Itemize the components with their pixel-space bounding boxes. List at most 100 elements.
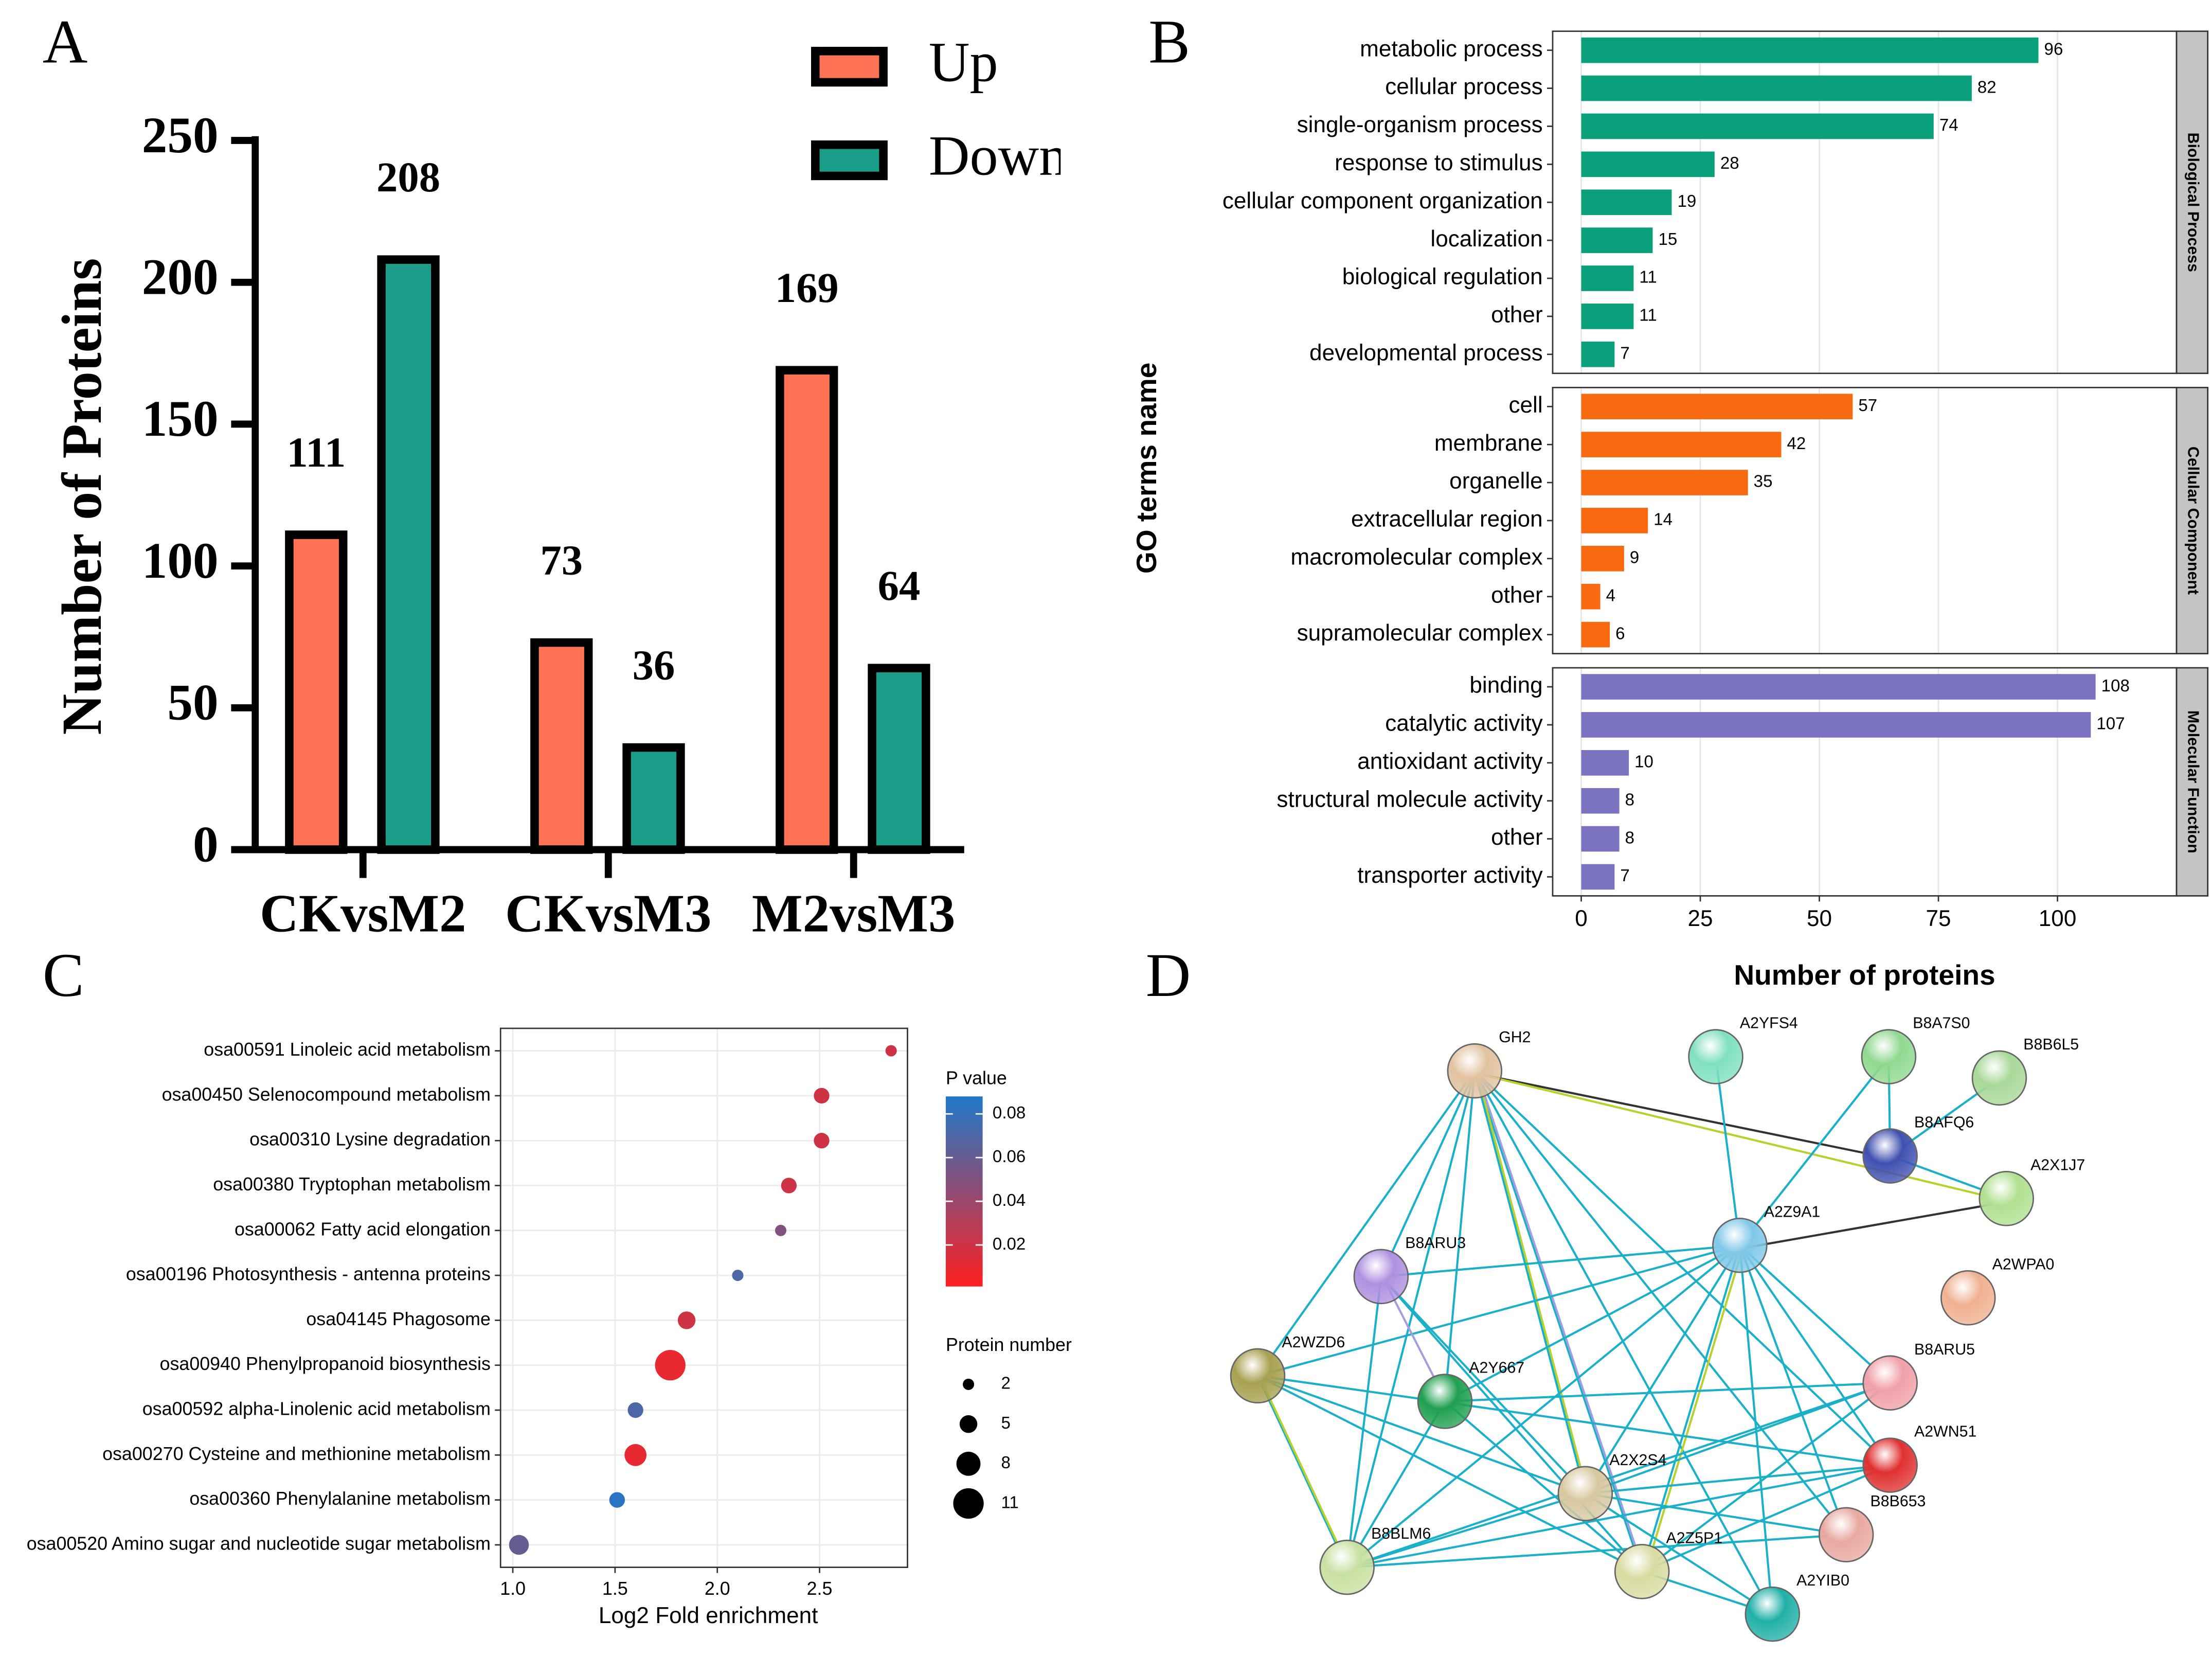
y-tick-label: osa00592 alpha-Linolenic acid metabolism [142,1399,491,1419]
value-label: 15 [1658,230,1677,249]
edge [1585,1382,1891,1495]
value-label: 4 [1606,586,1615,605]
edge [1738,1245,1847,1535]
bar [1581,712,2091,738]
value-label: 11 [1639,268,1657,287]
y-tick-label: membrane [1434,431,1543,456]
x-axis-title: Log2 Fold enrichment [599,1603,818,1628]
value-label: 14 [1653,510,1673,529]
node-label: B8B653 [1871,1493,1926,1510]
x-tick-label: 25 [1688,906,1713,931]
edge [1257,1375,1891,1467]
bar [776,366,838,854]
edge [1585,1492,1773,1615]
y-tick-label: catalytic activity [1385,711,1542,736]
node [1557,1466,1613,1522]
panel-label: D [1146,941,1191,1010]
node [1745,1586,1801,1642]
x-tick-label: 2.0 [705,1578,730,1599]
panel-label: B [1148,8,1190,77]
x-tick-label: 1.0 [500,1578,526,1599]
y-tick-label: osa04145 Phagosome [306,1309,491,1329]
x-tick-label: 2.5 [807,1578,833,1599]
node-label: A2WZD6 [1282,1334,1345,1351]
value-label: 108 [2101,676,2130,696]
value-label: 7 [1620,866,1629,885]
node-label: B8AFQ6 [1914,1114,1974,1131]
bar [1581,788,1620,814]
edge [1477,1073,2010,1203]
value-label: 111 [286,429,346,476]
node [1979,1171,2034,1226]
bar [1581,864,1615,890]
y-tick-label: supramolecular complex [1297,620,1543,646]
y-tick-label: osa00450 Selenocompound metabolism [162,1084,491,1105]
edge [1476,1073,1589,1497]
bar [1581,189,1672,216]
node-label: A2X1J7 [2030,1156,2085,1173]
bar [1581,470,1748,495]
facet-strip [2175,667,2209,897]
value-label: 9 [1630,548,1639,567]
value-label: 57 [1858,396,1877,415]
node-label: A2Z9A1 [1764,1203,1821,1220]
node-label: A2Z5P1 [1666,1529,1723,1546]
y-tick-label: osa00380 Tryptophan metabolism [213,1174,491,1195]
edge [1739,1244,1891,1466]
y-axis-title: Number of Proteins [50,258,113,735]
colorbar-label: 0.04 [993,1191,1026,1210]
y-tick-label: 50 [167,675,218,731]
bubble [814,1088,830,1104]
node [1862,1355,1918,1411]
edge [1444,1400,1643,1573]
y-tick-label: biological regulation [1342,264,1543,290]
y-tick-label: cellular component organization [1222,188,1543,213]
y-tick-label: single-organism process [1297,112,1543,137]
node [1447,1043,1503,1099]
value-label: 96 [2044,40,2063,59]
edge [1585,1492,1847,1536]
edge [1742,1200,2010,1250]
y-tick-label: 150 [142,391,219,447]
value-label: 64 [878,562,921,609]
bar [377,255,440,854]
edge [1473,1070,1891,1466]
node [1971,1050,2027,1106]
bar [1581,750,1629,776]
edge [1445,1382,1891,1403]
edge [1380,1276,1643,1573]
edge [1444,1244,1740,1402]
x-tick-label: 100 [2039,906,2077,931]
facet-label: Molecular Function [2184,710,2201,853]
bar [622,743,685,854]
node-label: A2X2S4 [1609,1452,1666,1469]
plot-border [499,1027,908,1568]
size-key [953,1488,984,1519]
value-label: 169 [775,264,839,311]
value-label: 82 [1977,78,1997,97]
value-label: 11 [1639,306,1657,325]
node-label: A2Y667 [1469,1360,1524,1377]
bubble [509,1535,529,1555]
bubble [781,1178,797,1194]
edge [1257,1244,1740,1377]
node [1319,1539,1375,1595]
bar [1581,545,1624,572]
edge [1473,1070,1643,1572]
node-label: A2WN51 [1914,1423,1976,1440]
value-label: 19 [1678,192,1697,211]
bubble [627,1402,643,1418]
edge [1257,1375,1586,1495]
bar [530,638,593,854]
y-tick-label: cell [1508,393,1542,418]
size-key [959,1415,978,1433]
y-tick-label: 100 [142,533,219,589]
bar [285,530,348,854]
y-tick-label: cellular process [1385,74,1542,99]
node [1862,1128,1918,1184]
value-label: 10 [1634,753,1653,772]
colorbar [945,1096,983,1287]
x-tick-label: CKvsM2 [260,884,466,943]
bar [1581,583,1600,610]
node [1940,1270,1996,1326]
